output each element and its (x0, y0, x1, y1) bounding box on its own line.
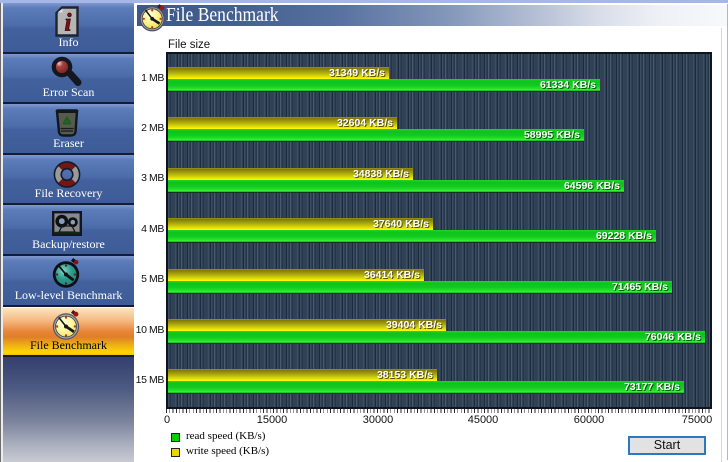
svg-text:i: i (64, 10, 71, 37)
